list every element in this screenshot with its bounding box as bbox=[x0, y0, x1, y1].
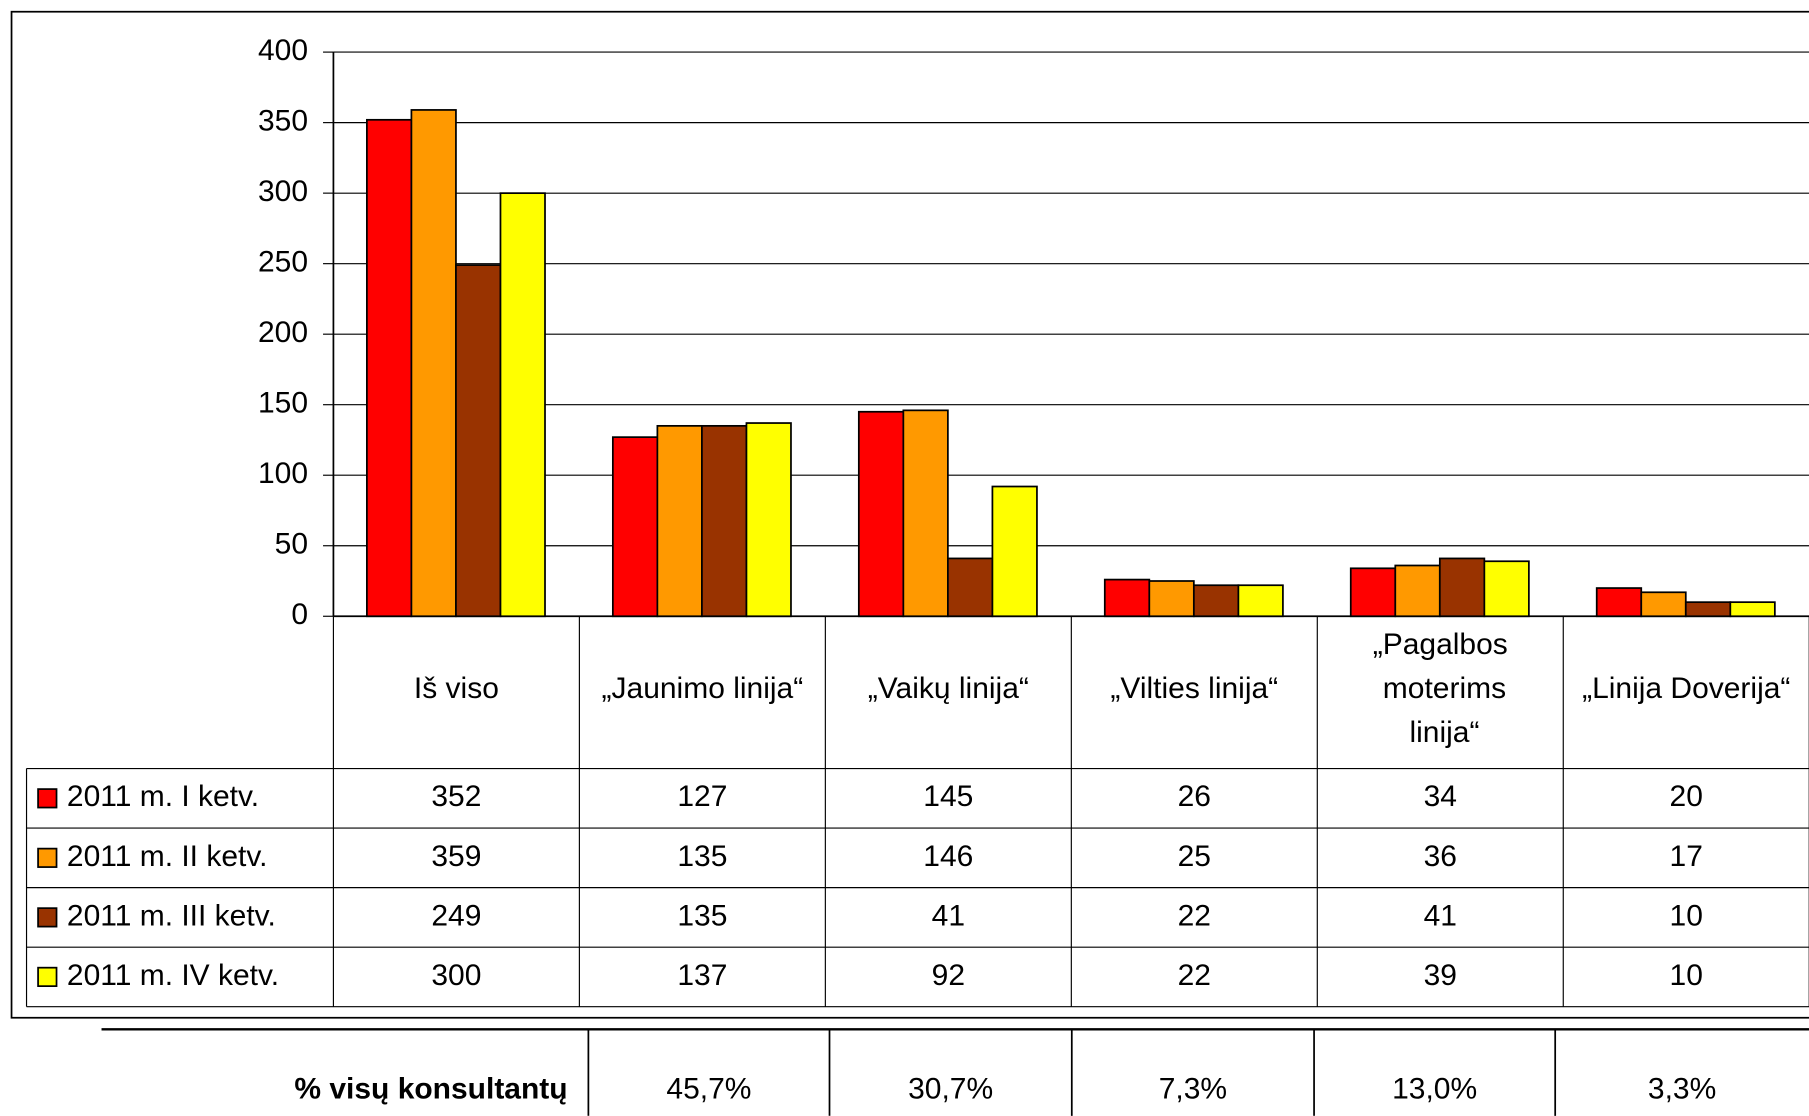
legend-swatch bbox=[37, 966, 58, 988]
bar bbox=[1640, 591, 1687, 618]
bar bbox=[656, 424, 703, 618]
bar bbox=[701, 424, 748, 618]
y-tick-label: 0 bbox=[291, 598, 308, 631]
table-value: 137 bbox=[677, 959, 727, 992]
bar bbox=[1192, 584, 1240, 618]
table-value: 34 bbox=[1424, 780, 1457, 813]
table-value: 36 bbox=[1424, 840, 1457, 873]
table-value: 249 bbox=[431, 899, 481, 932]
table-value: 17 bbox=[1670, 840, 1703, 873]
bar bbox=[991, 485, 1038, 618]
bar bbox=[1595, 587, 1643, 618]
bar bbox=[611, 436, 659, 618]
table-value: 92 bbox=[932, 959, 965, 992]
y-tick-label: 50 bbox=[275, 528, 308, 561]
table-value: 146 bbox=[923, 840, 973, 873]
y-tick-label: 250 bbox=[258, 246, 308, 279]
legend-label: 2011 m. II ketv. bbox=[67, 840, 268, 873]
table-value: 26 bbox=[1178, 780, 1211, 813]
y-tick-label: 400 bbox=[258, 34, 308, 67]
percent-value: 3,3% bbox=[1648, 1072, 1716, 1105]
percent-value: 7,3% bbox=[1159, 1072, 1227, 1105]
legend-swatch bbox=[37, 788, 58, 809]
table-value: 135 bbox=[677, 899, 727, 932]
percent-value: 30,7% bbox=[908, 1072, 993, 1105]
chart-border bbox=[10, 10, 1809, 1019]
y-tick-label: 200 bbox=[258, 316, 308, 349]
table-value: 10 bbox=[1670, 959, 1703, 992]
legend-label: 2011 m. III ketv. bbox=[67, 899, 276, 932]
bar bbox=[947, 557, 994, 618]
bar bbox=[1394, 564, 1441, 618]
bar bbox=[1483, 560, 1530, 618]
bar bbox=[366, 118, 413, 618]
legend-swatch bbox=[37, 847, 58, 868]
legend-label: 2011 m. I ketv. bbox=[67, 780, 259, 813]
table-value: 39 bbox=[1424, 959, 1457, 992]
x-tick-label: Iš viso bbox=[414, 672, 499, 705]
y-tick-label: 300 bbox=[258, 175, 308, 208]
bar bbox=[1438, 557, 1486, 618]
x-tick-label: „Linija Doverija“ bbox=[1582, 672, 1790, 705]
table-value: 20 bbox=[1670, 780, 1703, 813]
y-tick-label: 150 bbox=[258, 387, 308, 420]
table-value: 22 bbox=[1178, 959, 1211, 992]
table-value: 300 bbox=[431, 959, 481, 992]
bar bbox=[1729, 601, 1776, 618]
table-value: 10 bbox=[1670, 899, 1703, 932]
bar bbox=[1237, 584, 1284, 618]
x-tick-label: „Pagalbos moterims linija“ bbox=[1373, 628, 1508, 749]
table-value: 25 bbox=[1178, 840, 1211, 873]
bar bbox=[1103, 578, 1151, 618]
percent-row-label: % visų konsultantų bbox=[294, 1072, 567, 1105]
table-value: 359 bbox=[431, 840, 481, 873]
bar bbox=[745, 422, 792, 618]
table-value: 135 bbox=[677, 840, 727, 873]
table-value: 22 bbox=[1178, 899, 1211, 932]
bar bbox=[1349, 567, 1397, 618]
bar bbox=[1684, 601, 1732, 618]
legend-label: 2011 m. IV ketv. bbox=[67, 959, 279, 992]
bar bbox=[1148, 580, 1195, 618]
bar bbox=[410, 109, 457, 618]
y-tick-label: 100 bbox=[258, 457, 308, 490]
x-tick-label: „Vilties linija“ bbox=[1110, 672, 1278, 705]
x-tick-label: „Vaikų linija“ bbox=[868, 672, 1029, 705]
y-tick-label: 350 bbox=[258, 105, 308, 138]
bar bbox=[857, 410, 905, 618]
percent-value: 13,0% bbox=[1392, 1072, 1477, 1105]
table-value: 41 bbox=[932, 899, 965, 932]
table-value: 127 bbox=[677, 780, 727, 813]
bar bbox=[499, 192, 546, 618]
percent-value: 45,7% bbox=[666, 1072, 751, 1105]
x-tick-label: „Jaunimo linija“ bbox=[602, 672, 804, 705]
table-value: 145 bbox=[923, 780, 973, 813]
bar bbox=[455, 264, 502, 618]
bar bbox=[902, 409, 949, 618]
table-value: 352 bbox=[431, 780, 481, 813]
table-value: 41 bbox=[1424, 899, 1457, 932]
legend-swatch bbox=[37, 907, 58, 928]
